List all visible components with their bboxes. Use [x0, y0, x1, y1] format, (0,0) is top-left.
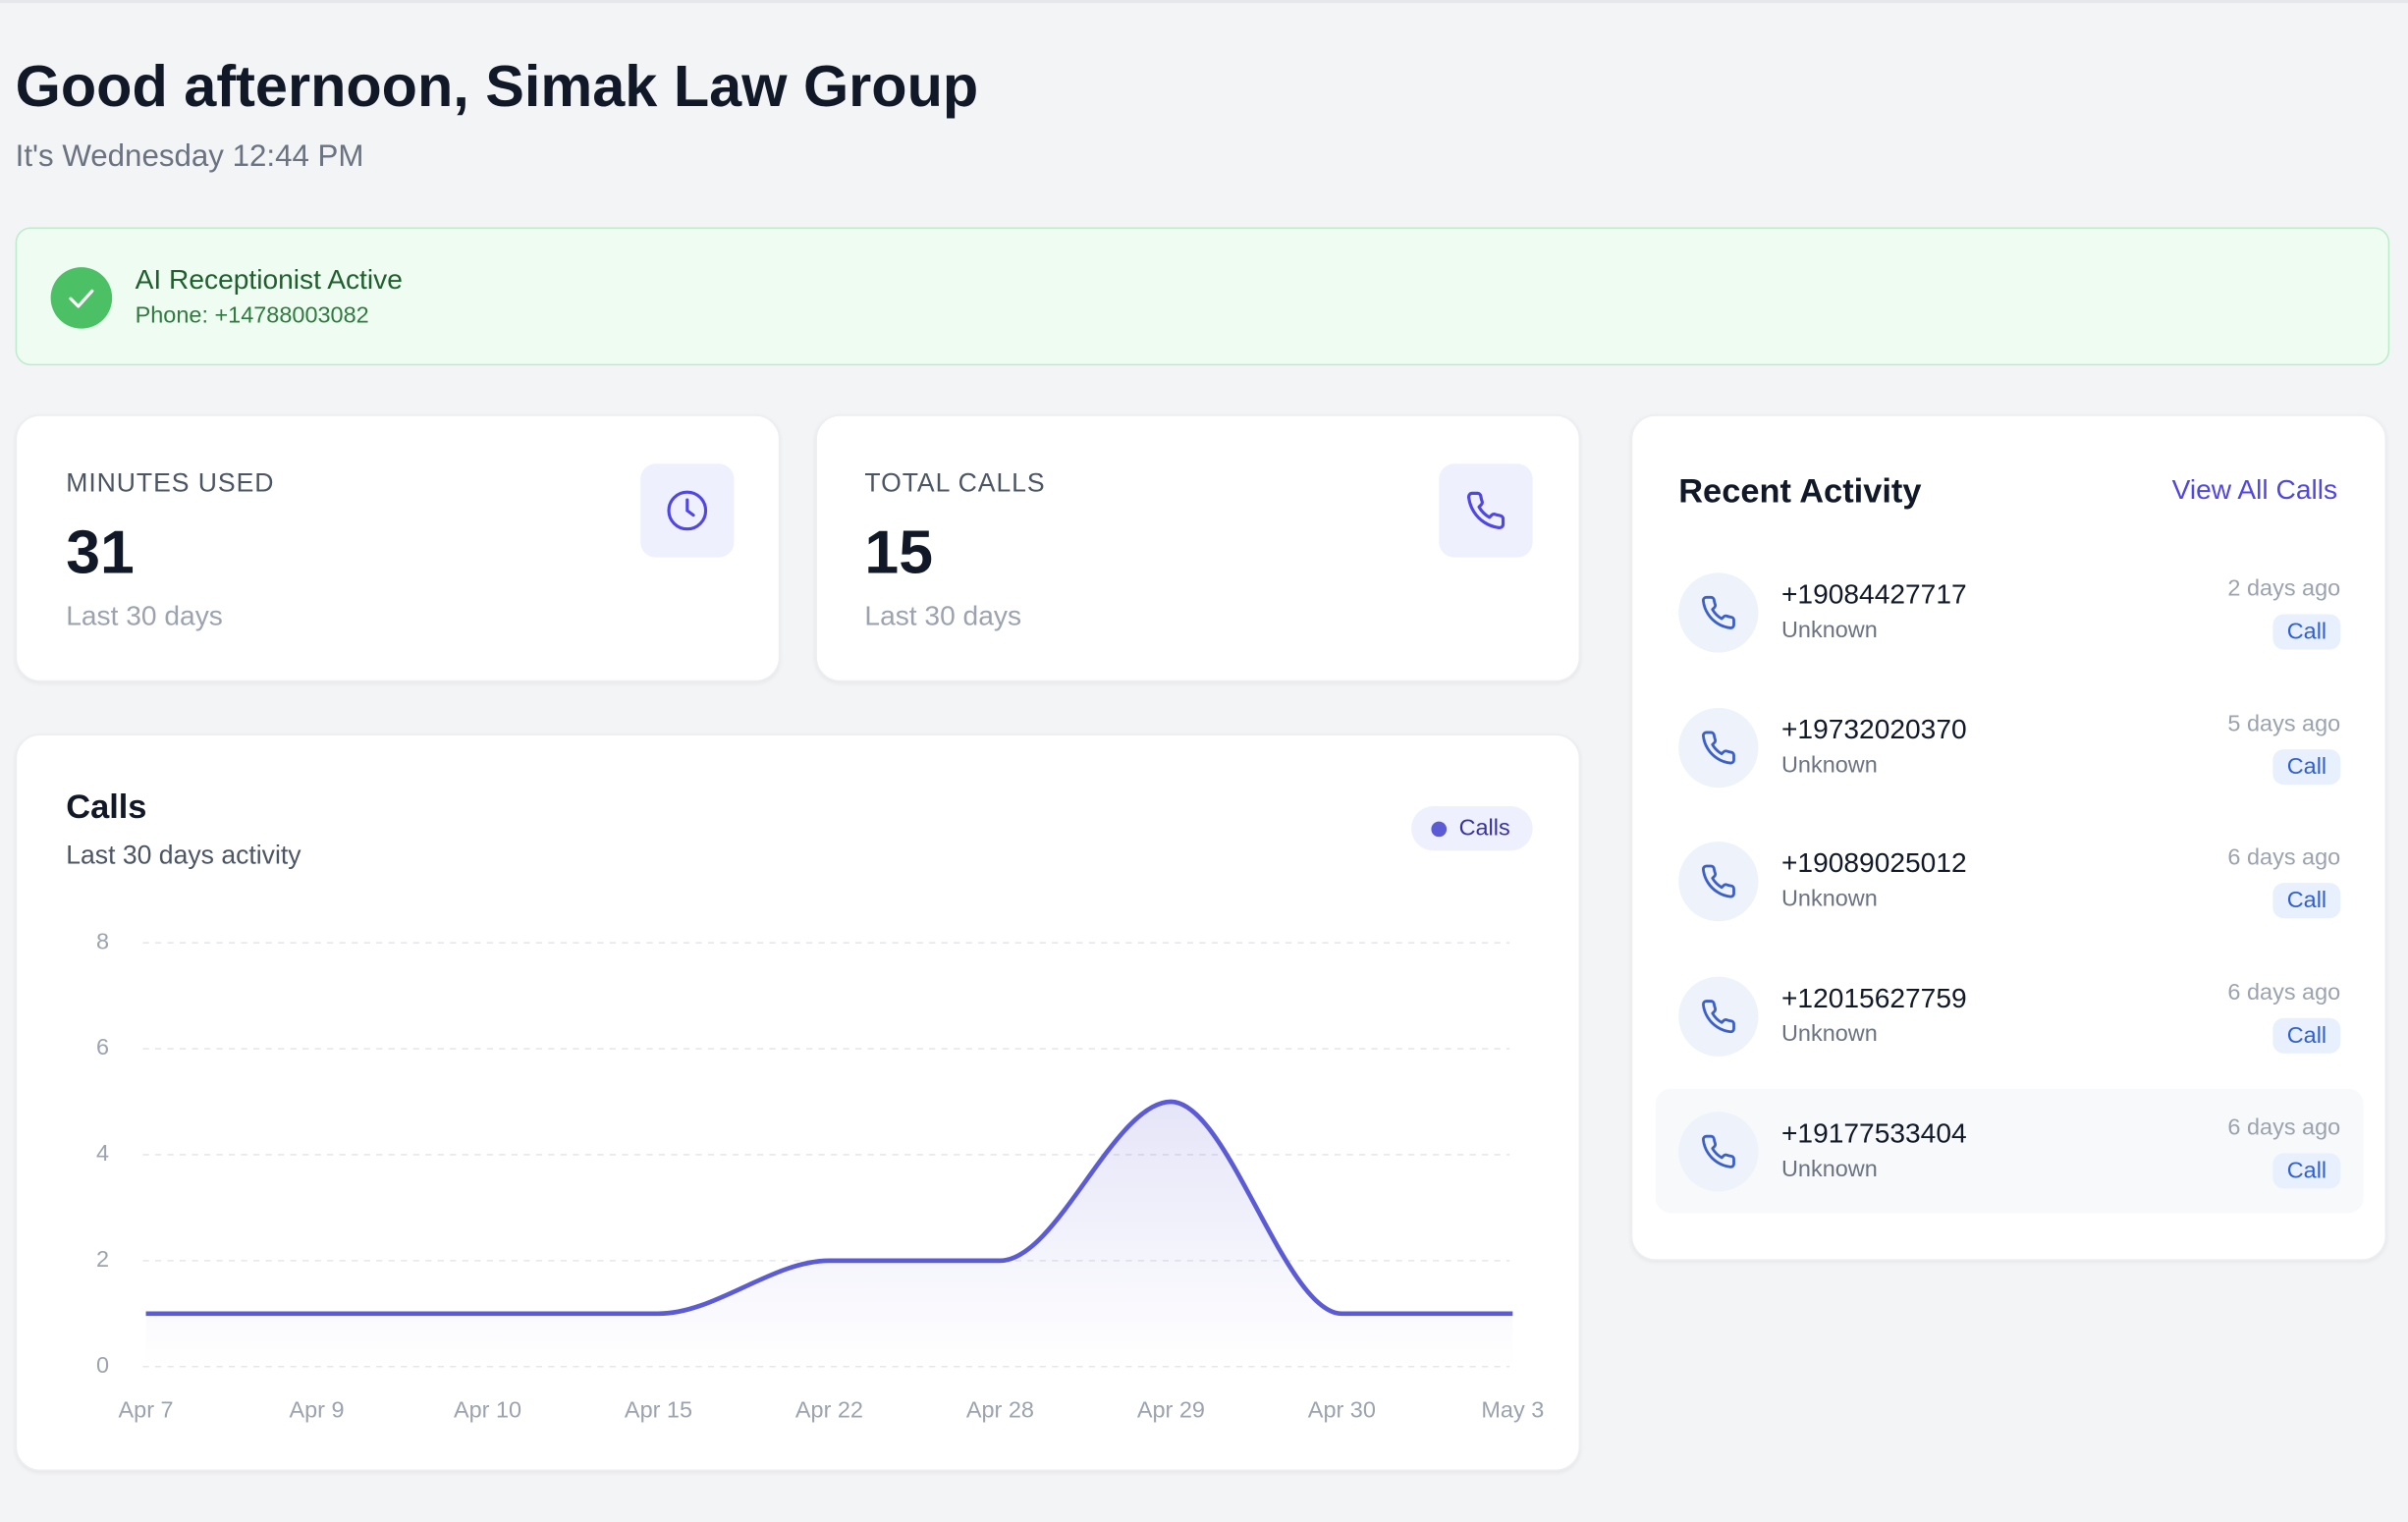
phone-icon	[1678, 842, 1759, 922]
caller-number: +19177533404	[1780, 1117, 1967, 1149]
x-tick-label: Apr 9	[290, 1396, 345, 1422]
x-tick-label: May 3	[1481, 1396, 1544, 1422]
x-tick-label: Apr 28	[966, 1396, 1034, 1422]
caller-number: +19732020370	[1780, 713, 1967, 744]
x-tick-label: Apr 10	[454, 1396, 521, 1422]
area	[145, 1102, 1513, 1367]
chart: Calls Last 30 days activity Calls 0 2 4 6 8 A…	[66, 788, 1544, 1422]
recent-activity: Recent Activity View All Calls +19084427…	[1630, 414, 2387, 1261]
x-tick-label: Apr 30	[1308, 1396, 1376, 1422]
status-phone: Phone: +14788003082	[135, 302, 369, 329]
call-badge: Call	[2272, 1017, 2341, 1054]
phone-icon	[1439, 463, 1533, 558]
clock-icon	[640, 463, 735, 558]
stat-label: MINUTES USED	[66, 467, 275, 498]
caller-number: +19089025012	[1780, 847, 1967, 880]
caller-number: +12015627759	[1780, 982, 1967, 1014]
chart-title: Calls	[66, 788, 146, 826]
activity-row[interactable]: +12015627759 Unknown 6 days ago Call	[1656, 953, 2364, 1078]
phone-icon	[1678, 707, 1759, 788]
phone-icon	[1678, 572, 1759, 653]
call-time: 2 days ago	[2227, 575, 2341, 603]
stat-value: 31	[66, 518, 135, 587]
legend	[1411, 805, 1533, 851]
call-time: 6 days ago	[2227, 844, 2341, 872]
call-badge: Call	[2272, 1153, 2341, 1189]
caller-name: Unknown	[1780, 751, 1878, 779]
caller-number: +19084427717	[1780, 578, 1967, 610]
legend-label: Calls	[1459, 815, 1510, 841]
call-time: 6 days ago	[2227, 1114, 2341, 1141]
activity-row[interactable]: +19089025012 Unknown 6 days ago Call	[1656, 819, 2364, 944]
check-icon	[50, 267, 113, 329]
stat-card: TOTAL CALLS 15 Last 30 days	[815, 414, 1581, 682]
date-time: It's Wednesday 12:44 PM	[15, 139, 364, 174]
stat-value: 15	[864, 518, 933, 587]
stat-card: MINUTES USED 31 Last 30 days	[15, 414, 781, 682]
x-tick-label: Apr 29	[1137, 1396, 1205, 1422]
chart-subtitle: Last 30 days activity	[66, 841, 301, 870]
caller-name: Unknown	[1780, 1021, 1878, 1048]
caller-name: Unknown	[1780, 1156, 1878, 1182]
activity-row[interactable]: +19732020370 Unknown 5 days ago Call	[1656, 684, 2364, 809]
caller-name: Unknown	[1780, 617, 1878, 644]
phone-icon	[1678, 976, 1759, 1058]
activity-row[interactable]: +19084427717 Unknown 2 days ago Call	[1656, 550, 2364, 675]
chart-card: Calls Last 30 days activity Calls 0 2 4 6 8 A…	[15, 734, 1581, 1472]
stat-period: Last 30 days	[66, 600, 223, 631]
x-tick-label: Apr 15	[625, 1396, 692, 1422]
phone-icon	[1678, 1111, 1759, 1192]
call-time: 5 days ago	[2227, 710, 2341, 737]
legend-marker	[1431, 821, 1448, 838]
y-tick-label: 0	[96, 1352, 109, 1378]
y-tick-label: 4	[96, 1140, 109, 1166]
status-title: AI Receptionist Active	[135, 263, 403, 296]
view-all-link[interactable]: View All Calls	[2171, 474, 2338, 506]
status-banner: AI Receptionist Active Phone: +147880030…	[15, 227, 2390, 366]
call-time: 6 days ago	[2227, 979, 2341, 1006]
line	[145, 1099, 1513, 1317]
section-title: Recent Activity	[1678, 471, 1922, 511]
stat-label: TOTAL CALLS	[864, 467, 1046, 498]
y-tick-label: 6	[96, 1034, 109, 1060]
y-tick-label: 2	[96, 1246, 109, 1272]
greeting: Good afternoon, Simak Law Group	[15, 55, 979, 120]
call-badge: Call	[2272, 614, 2341, 650]
activity-row[interactable]: +19177533404 Unknown 6 days ago Call	[1655, 1088, 2364, 1214]
x-tick-label: Apr 22	[795, 1396, 863, 1422]
x-tick-label: Apr 7	[119, 1396, 174, 1422]
stat-period: Last 30 days	[864, 600, 1022, 631]
call-badge: Call	[2272, 883, 2341, 919]
y-tick-label: 8	[96, 928, 109, 953]
call-badge: Call	[2272, 748, 2341, 785]
caller-name: Unknown	[1780, 886, 1878, 913]
